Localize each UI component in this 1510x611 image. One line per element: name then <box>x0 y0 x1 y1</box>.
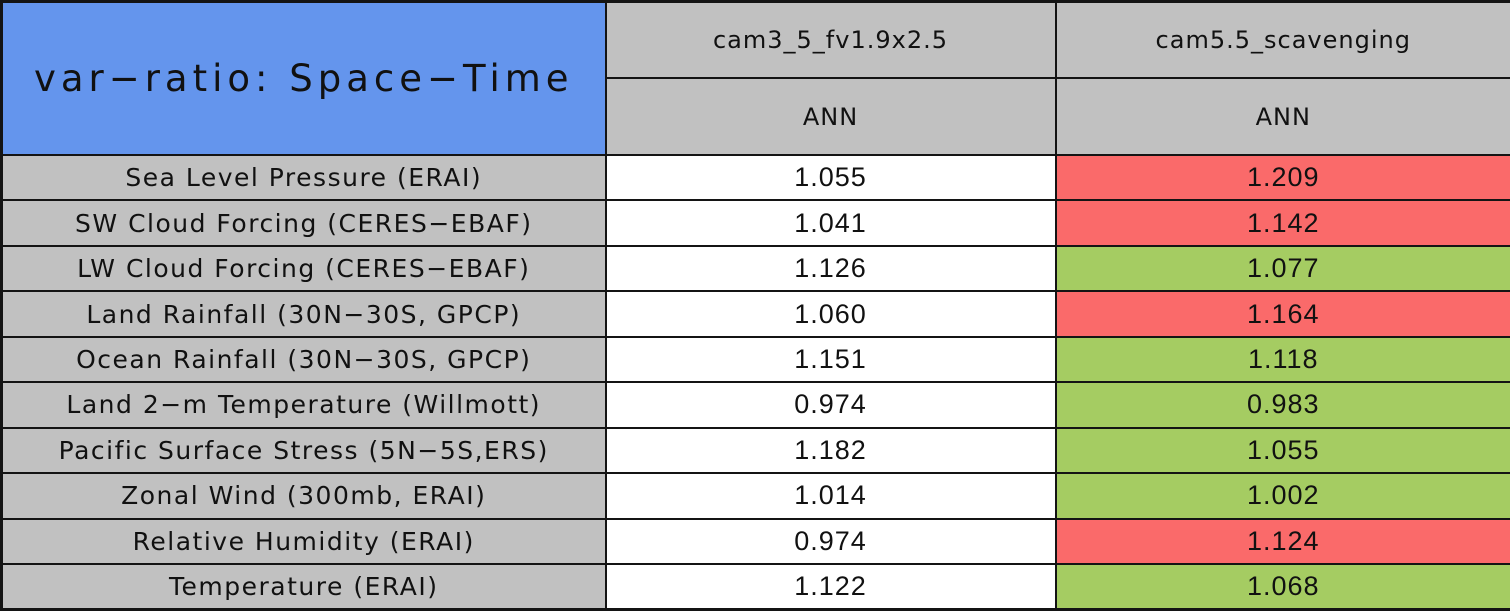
variable-label: SW Cloud Forcing (CERES−EBAF) <box>0 199 607 247</box>
variable-label: Relative Humidity (ERAI) <box>0 517 607 565</box>
cam3-value: 0.974 <box>604 381 1057 429</box>
table-row: Relative Humidity (ERAI) 0.974 1.124 <box>0 517 1510 565</box>
cam5-value: 1.124 <box>1054 517 1510 565</box>
cam5-value: 0.983 <box>1054 381 1510 429</box>
cam5-value: 1.209 <box>1054 153 1510 202</box>
cam5-value: 1.164 <box>1054 290 1510 338</box>
cam3-value: 1.060 <box>604 290 1057 338</box>
variable-label: Land 2−m Temperature (Willmott) <box>0 381 607 429</box>
table-row: Zonal Wind (300mb, ERAI) 1.014 1.002 <box>0 472 1510 520</box>
cam3-value: 1.122 <box>604 562 1057 611</box>
cam3-value: 1.182 <box>604 426 1057 475</box>
cam5-value: 1.055 <box>1054 426 1510 475</box>
header-row-models: var−ratio: Space−Time cam3_5_fv1.9x2.5 c… <box>0 0 1510 156</box>
table-row: Land 2−m Temperature (Willmott) 0.974 0.… <box>0 381 1510 429</box>
variable-label: LW Cloud Forcing (CERES−EBAF) <box>0 244 607 293</box>
cam5-value: 1.077 <box>1054 244 1510 293</box>
cam3-value: 0.974 <box>604 517 1057 565</box>
variable-label: Sea Level Pressure (ERAI) <box>0 153 607 202</box>
variable-label: Land Rainfall (30N−30S, GPCP) <box>0 290 607 338</box>
variable-label: Temperature (ERAI) <box>0 562 607 611</box>
variable-label: Ocean Rainfall (30N−30S, GPCP) <box>0 335 607 384</box>
cam3-value: 1.151 <box>604 335 1057 384</box>
cam5-value: 1.142 <box>1054 199 1510 247</box>
table-row: Sea Level Pressure (ERAI) 1.055 1.209 <box>0 153 1510 202</box>
cam5-value: 1.068 <box>1054 562 1510 611</box>
table-title: var−ratio: Space−Time <box>0 0 607 156</box>
table-row: SW Cloud Forcing (CERES−EBAF) 1.041 1.14… <box>0 199 1510 247</box>
cam3-value: 1.014 <box>604 472 1057 520</box>
table-row: Temperature (ERAI) 1.122 1.068 <box>0 562 1510 611</box>
cam3-value: 1.055 <box>604 153 1057 202</box>
column-header-model-1: cam3_5_fv1.9x2.5 <box>604 0 1057 80</box>
table-row: Ocean Rainfall (30N−30S, GPCP) 1.151 1.1… <box>0 335 1510 384</box>
column-header-season-1: ANN <box>604 77 1057 156</box>
cam3-value: 1.126 <box>604 244 1057 293</box>
column-header-model-2: cam5.5_scavenging <box>1054 0 1510 80</box>
variable-label: Pacific Surface Stress (5N−5S,ERS) <box>0 426 607 475</box>
table-row: LW Cloud Forcing (CERES−EBAF) 1.126 1.07… <box>0 244 1510 293</box>
column-header-season-2: ANN <box>1054 77 1510 156</box>
table-row: Land Rainfall (30N−30S, GPCP) 1.060 1.16… <box>0 290 1510 338</box>
cam3-value: 1.041 <box>604 199 1057 247</box>
header-row-seasons: ANN ANN <box>2 77 1510 156</box>
cam5-value: 1.002 <box>1054 472 1510 520</box>
table-row: Pacific Surface Stress (5N−5S,ERS) 1.182… <box>0 426 1510 475</box>
cam5-value: 1.118 <box>1054 335 1510 384</box>
variable-label: Zonal Wind (300mb, ERAI) <box>0 472 607 520</box>
